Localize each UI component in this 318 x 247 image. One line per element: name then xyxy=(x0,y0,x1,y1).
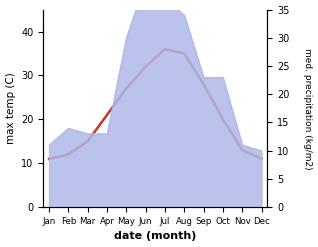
Y-axis label: med. precipitation (kg/m2): med. precipitation (kg/m2) xyxy=(303,48,313,169)
X-axis label: date (month): date (month) xyxy=(114,231,197,242)
Y-axis label: max temp (C): max temp (C) xyxy=(5,72,16,144)
